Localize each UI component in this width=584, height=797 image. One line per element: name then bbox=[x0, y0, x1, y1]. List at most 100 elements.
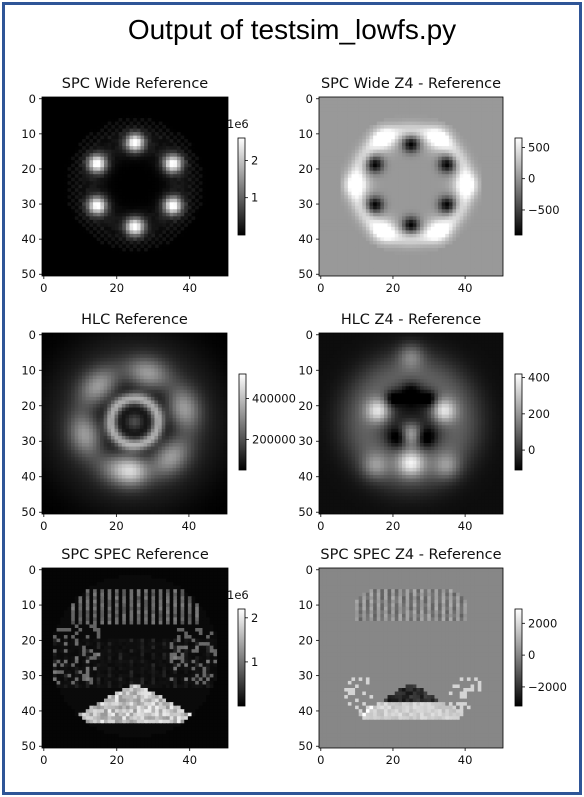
heatmap-cell bbox=[369, 212, 374, 217]
heatmap-cell bbox=[401, 163, 407, 168]
heatmap-cell bbox=[85, 188, 91, 193]
heatmap-cell bbox=[347, 139, 353, 144]
heatmap-cell bbox=[358, 254, 363, 260]
heatmap-cell bbox=[184, 118, 189, 123]
heatmap-cell bbox=[362, 153, 367, 158]
heatmap-cell bbox=[176, 240, 182, 246]
heatmap-cell bbox=[158, 139, 163, 144]
heatmap-cell bbox=[358, 163, 363, 168]
heatmap-cell bbox=[456, 177, 461, 182]
heatmap-cell bbox=[416, 121, 421, 126]
heatmap-cell bbox=[118, 195, 123, 200]
heatmap-cell bbox=[492, 230, 497, 235]
heatmap-cell bbox=[376, 167, 381, 172]
colorbar-tick-label: 1 bbox=[251, 191, 258, 205]
heatmap-cell bbox=[67, 177, 72, 182]
heatmap-cell bbox=[180, 139, 185, 144]
heatmap-cell bbox=[82, 132, 87, 137]
heatmap-cell bbox=[463, 202, 468, 207]
heatmap-cell bbox=[369, 195, 374, 200]
heatmap-cell bbox=[434, 104, 439, 109]
heatmap-cell bbox=[459, 146, 464, 151]
heatmap-cell bbox=[441, 128, 446, 133]
heatmap-cell bbox=[56, 167, 61, 172]
heatmap-cell bbox=[459, 230, 464, 235]
heatmap-cell bbox=[398, 181, 403, 186]
heatmap-cell bbox=[125, 114, 131, 119]
heatmap-cell bbox=[42, 184, 47, 189]
heatmap-cell bbox=[420, 209, 425, 214]
heatmap-cell bbox=[166, 132, 171, 137]
heatmap-cell bbox=[463, 244, 468, 249]
heatmap-cell bbox=[427, 132, 432, 137]
heatmap-cell bbox=[173, 174, 178, 179]
heatmap-cell bbox=[180, 184, 185, 189]
heatmap-cell bbox=[220, 237, 225, 242]
heatmap-cell bbox=[380, 149, 385, 154]
heatmap-cell bbox=[85, 240, 91, 246]
heatmap-cell bbox=[96, 226, 101, 231]
heatmap-cell bbox=[85, 202, 91, 207]
heatmap-cell bbox=[337, 170, 342, 175]
heatmap-cell bbox=[456, 114, 461, 119]
heatmap-cell bbox=[209, 174, 215, 179]
heatmap-cell bbox=[470, 254, 475, 260]
heatmap-cell bbox=[466, 142, 472, 147]
heatmap-cell bbox=[42, 191, 47, 196]
heatmap-cell bbox=[187, 146, 193, 151]
heatmap-cell bbox=[369, 149, 374, 154]
heatmap-cell bbox=[319, 177, 324, 182]
heatmap-cell bbox=[173, 268, 178, 274]
heatmap-cell bbox=[209, 146, 215, 151]
heatmap-cell bbox=[326, 146, 331, 151]
heatmap-cell bbox=[394, 97, 399, 102]
heatmap-cell bbox=[217, 261, 222, 267]
heatmap-cell bbox=[187, 100, 193, 105]
heatmap-cell bbox=[166, 230, 171, 235]
heatmap-cell bbox=[434, 156, 439, 161]
heatmap-cell bbox=[129, 107, 134, 112]
heatmap-cell bbox=[82, 233, 87, 238]
heatmap-cell bbox=[158, 265, 163, 270]
heatmap-cell bbox=[202, 244, 207, 249]
page-title: Output of testsim_lowfs.py bbox=[127, 14, 457, 45]
heatmap-cell bbox=[484, 205, 490, 210]
heatmap-cell bbox=[89, 198, 94, 203]
heatmap-cell bbox=[202, 184, 207, 189]
heatmap-cell bbox=[376, 233, 381, 238]
heatmap-cell bbox=[217, 139, 222, 144]
heatmap-cell bbox=[184, 132, 189, 137]
heatmap-cell bbox=[202, 170, 207, 175]
heatmap-cell bbox=[52, 135, 58, 140]
heatmap-cell bbox=[488, 184, 493, 189]
heatmap-cell bbox=[206, 198, 211, 203]
heatmap-cell bbox=[155, 233, 160, 238]
heatmap-cell bbox=[373, 118, 378, 123]
heatmap-cell bbox=[49, 198, 54, 203]
heatmap-cell bbox=[220, 100, 225, 105]
heatmap-cell bbox=[477, 174, 482, 179]
heatmap-cell bbox=[144, 177, 149, 182]
heatmap-cell bbox=[474, 212, 479, 217]
heatmap-cell bbox=[82, 223, 87, 228]
heatmap-cell bbox=[74, 170, 80, 175]
heatmap-cell bbox=[224, 233, 228, 238]
heatmap-cell bbox=[107, 139, 112, 144]
heatmap-cell bbox=[125, 160, 131, 165]
heatmap-cell bbox=[202, 205, 207, 210]
heatmap-cell bbox=[358, 244, 363, 249]
heatmap-cell bbox=[220, 216, 225, 221]
heatmap-cell bbox=[180, 261, 185, 267]
heatmap-cell bbox=[427, 128, 432, 133]
heatmap-cell bbox=[383, 226, 389, 231]
heatmap-cell bbox=[391, 167, 396, 172]
heatmap-cell bbox=[176, 128, 182, 133]
heatmap-cell bbox=[369, 97, 374, 102]
heatmap-cell bbox=[104, 97, 109, 102]
heatmap-cell bbox=[129, 244, 134, 249]
heatmap-cell bbox=[67, 223, 72, 228]
heatmap-cell bbox=[133, 209, 138, 214]
heatmap-cell bbox=[151, 184, 156, 189]
heatmap-cell bbox=[129, 139, 134, 144]
